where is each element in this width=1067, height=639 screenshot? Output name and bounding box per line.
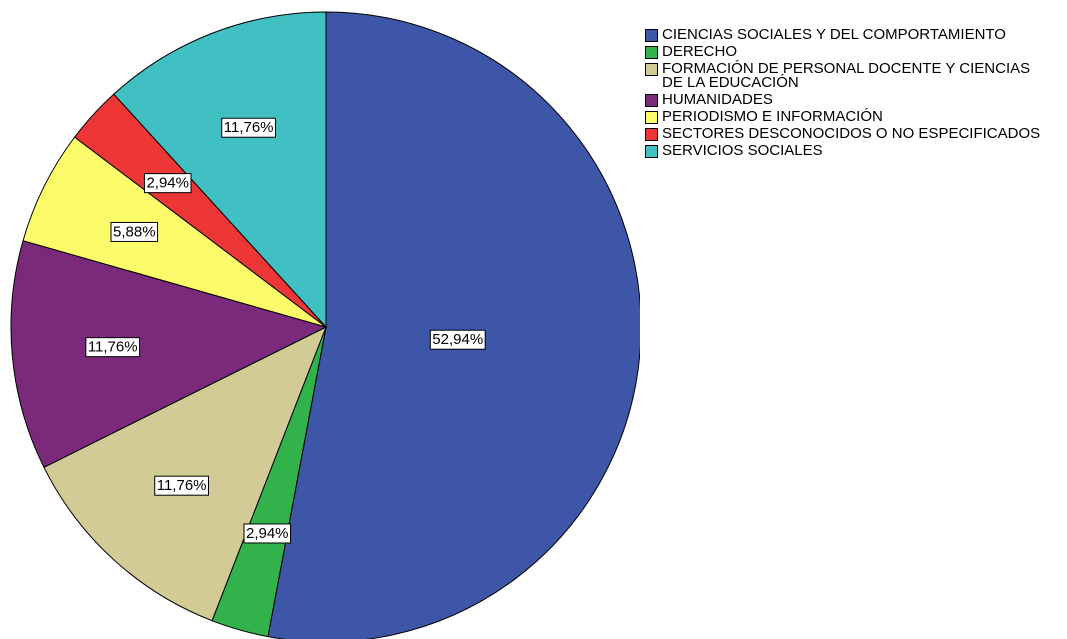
pie-slice [113,11,327,329]
data-label: 5,88% [113,223,156,240]
legend-item: PERIODISMO E INFORMACIÓN [645,108,1065,125]
data-label-box [429,329,486,350]
data-label-group: 52,94% [429,329,486,350]
chart: 52,94% 2,94% 11,76% 11,76% 5,88% 2,94% 11,76% [10,11,640,639]
legend-swatch [645,29,658,42]
pie-slice [267,11,640,639]
data-label-box [221,117,277,138]
legend-label: DERECHO [662,43,738,60]
data-label-group: 11,76% [221,117,277,138]
legend-swatch [645,111,658,124]
legend-label: SECTORES DESCONOCIDOS O NO ESPECIFICADOS [662,125,1041,142]
data-label: 11,76% [88,339,138,356]
data-label-group: 11,76% [154,475,210,496]
legend-label: PERIODISMO E INFORMACIÓN [662,108,883,125]
data-label: 52,94% [432,331,483,348]
legend-swatch [645,46,658,59]
legend-item: CIENCIAS SOCIALES Y DEL COMPORTAMIENTO [645,26,1065,43]
legend-item: DERECHO [645,43,1065,60]
data-label: 11,76% [157,477,207,494]
legend-item: SERVICIOS SOCIALES [645,142,1065,159]
data-label-box [243,523,292,544]
legend-item: HUMANIDADES [645,91,1065,108]
data-label: 2,94% [146,175,189,192]
data-label-group: 2,94% [143,173,192,194]
legend-label: SERVICIOS SOCIALES [662,142,823,159]
legend-item: SECTORES DESCONOCIDOS O NO ESPECIFICADOS [645,125,1065,142]
legend-label: FORMACIÓN DE PERSONAL DOCENTE Y CIENCIAS… [662,60,1031,91]
data-label-box [154,475,210,496]
data-label: 11,76% [224,119,274,136]
data-label-group: 5,88% [110,221,159,242]
legend-swatch [645,63,658,76]
legend-swatch [645,145,658,158]
pie-slice [10,240,328,468]
legend-label: HUMANIDADES [662,91,773,108]
data-label-box [85,337,141,358]
data-label-box [110,221,159,242]
legend-item: FORMACIÓN DE PERSONAL DOCENTE Y CIENCIAS… [645,60,1065,91]
legend-swatch [645,94,658,107]
legend-swatch [645,128,658,141]
legend-label: CIENCIAS SOCIALES Y DEL COMPORTAMIENTO [662,26,1006,43]
legend: CIENCIAS SOCIALES Y DEL COMPORTAMIENTO DE… [645,26,1065,161]
pie-slice [43,325,327,622]
data-label-group: 2,94% [243,523,292,544]
data-label: 2,94% [246,525,289,542]
data-label-group: 11,76% [85,337,141,358]
data-label-box [143,173,192,194]
